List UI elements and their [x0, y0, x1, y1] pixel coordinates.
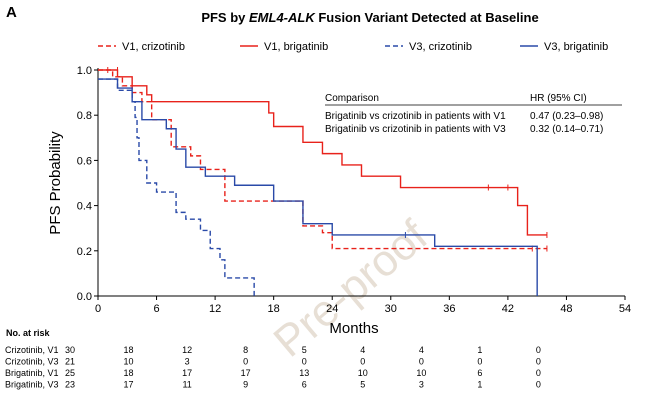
y-tick-label: 0.2 [77, 246, 92, 258]
risk-value: 0 [243, 357, 248, 367]
chart-title: PFS by EML4-ALK Fusion Variant Detected … [170, 10, 570, 25]
risk-row-label: Crizotinib, V3 [5, 357, 59, 367]
risk-value: 25 [65, 368, 75, 378]
risk-value: 17 [241, 368, 251, 378]
y-tick-label: 0.8 [77, 110, 92, 122]
legend-label: V3, crizotinib [409, 41, 472, 53]
y-tick-label: 0.4 [77, 201, 92, 213]
x-tick-label: 54 [619, 303, 631, 315]
risk-value: 12 [182, 345, 192, 355]
risk-value: 0 [536, 357, 541, 367]
risk-value: 0 [302, 357, 307, 367]
risk-value: 4 [419, 345, 424, 355]
risk-value: 18 [124, 345, 134, 355]
x-tick-label: 12 [209, 303, 221, 315]
risk-value: 23 [65, 380, 75, 390]
risk-value: 6 [302, 380, 307, 390]
risk-value: 10 [124, 357, 134, 367]
risk-value: 21 [65, 357, 75, 367]
legend-label: V1, brigatinib [264, 41, 328, 53]
hr-row-comparison: Brigatinib vs crizotinib in patients wit… [325, 111, 506, 122]
risk-value: 17 [124, 380, 134, 390]
x-tick-label: 24 [326, 303, 338, 315]
series-line-0 [98, 69, 547, 250]
hr-table: Comparison HR (95% CI) Brigatinib vs crizo… [325, 93, 622, 135]
risk-row-label: Brigatinib, V3 [5, 380, 59, 390]
risk-value: 10 [416, 368, 426, 378]
legend-label: V3, brigatinib [544, 41, 608, 53]
risk-row-label: Brigatinib, V1 [5, 368, 59, 378]
risk-value: 0 [536, 345, 541, 355]
risk-value: 0 [477, 357, 482, 367]
risk-value: 9 [243, 380, 248, 390]
hr-header-ci: HR (95% CI) [530, 93, 587, 104]
panel-label: A [6, 4, 17, 21]
hr-row-comparison: Brigatinib vs crizotinib in patients wit… [325, 124, 506, 135]
risk-value: 17 [182, 368, 192, 378]
series-line-1 [98, 69, 547, 236]
risk-value: 1 [477, 345, 482, 355]
x-tick-label: 42 [502, 303, 514, 315]
hr-row-ci: 0.32 (0.14–0.71) [530, 124, 603, 135]
x-axis-label: Months [329, 320, 378, 337]
risk-table-title: No. at risk [6, 328, 51, 338]
risk-value: 3 [185, 357, 190, 367]
series-line-2 [98, 78, 255, 296]
x-tick-label: 48 [560, 303, 572, 315]
x-tick-label: 36 [443, 303, 455, 315]
legend: V1, crizotinib V1, brigatinib V3, crizotin… [98, 41, 608, 53]
legend-label: V1, crizotinib [122, 41, 185, 53]
risk-value: 5 [302, 345, 307, 355]
x-tick-label: 0 [95, 303, 101, 315]
risk-value: 18 [124, 368, 134, 378]
series-layer [98, 67, 548, 296]
risk-value: 4 [360, 345, 365, 355]
y-axis-label: PFS Probability [47, 131, 64, 235]
risk-value: 10 [358, 368, 368, 378]
y-tick-label: 0.0 [77, 291, 92, 303]
y-tick-label: 1.0 [77, 65, 92, 77]
title-italic: EML4-ALK [249, 10, 315, 25]
title-prefix: PFS by [201, 10, 249, 25]
risk-value: 6 [477, 368, 482, 378]
title-suffix: Fusion Variant Detected at Baseline [314, 10, 539, 25]
watermark: Pre-proof [265, 211, 438, 367]
axes: 0 6 12 18 24 30 36 42 48 54 0.0 0.2 0.4 0.6 0.8 1.0 [77, 65, 631, 315]
risk-value: 0 [360, 357, 365, 367]
x-tick-label: 30 [385, 303, 397, 315]
risk-value: 3 [419, 380, 424, 390]
risk-value: 1 [477, 380, 482, 390]
risk-value: 0 [536, 368, 541, 378]
series-line-3 [98, 78, 538, 296]
x-tick-label: 18 [268, 303, 280, 315]
risk-row-label: Crizotinib, V1 [5, 345, 59, 355]
x-tick-label: 6 [153, 303, 159, 315]
y-tick-label: 0.6 [77, 155, 92, 167]
risk-value: 11 [182, 380, 191, 390]
risk-value: 0 [536, 380, 541, 390]
risk-value: 8 [243, 345, 248, 355]
hr-row-ci: 0.47 (0.23–0.98) [530, 111, 603, 122]
risk-value: 0 [419, 357, 424, 367]
risk-value: 13 [299, 368, 309, 378]
risk-value: 5 [360, 380, 365, 390]
hr-header-comparison: Comparison [325, 93, 379, 104]
risk-value: 30 [65, 345, 75, 355]
